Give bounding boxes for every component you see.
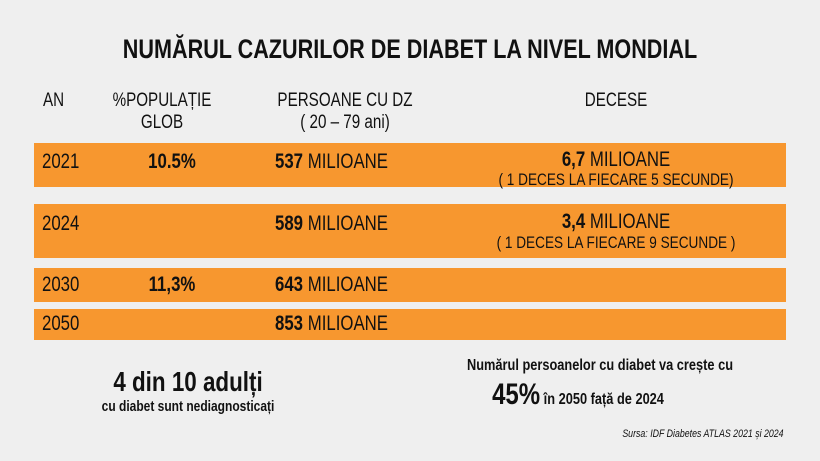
persons-cell: 643 MILIOANE (275, 273, 388, 297)
header-an: AN (43, 90, 65, 111)
persons-unit: MILIOANE (303, 312, 388, 335)
persons-number: 853 (275, 312, 304, 335)
persons-number: 643 (275, 273, 304, 296)
header-populatie: %POPULAȚIE GLOB (113, 90, 212, 134)
year-cell: 2050 (42, 312, 80, 335)
persons-cell: 589 MILIOANE (275, 212, 388, 236)
undiagnosed-subtext: cu diabet sunt nediagnosticați (101, 398, 275, 415)
table-row (34, 143, 786, 187)
growth-percent: 45% (492, 378, 541, 411)
year-cell: 2030 (42, 273, 80, 296)
deaths-cell: 3,4 MILIOANE (562, 210, 670, 234)
deaths-number: 6,7 (561, 148, 586, 171)
persons-unit: MILIOANE (303, 273, 388, 296)
deaths-note: ( 1 DECES LA FIECARE 9 SECUNDE ) (496, 233, 736, 252)
deaths-cell: 6,7 MILIOANE (562, 148, 670, 172)
growth-line: 45% în 2050 față de 2024 (492, 378, 664, 412)
table-row (34, 309, 786, 340)
undiagnosed-headline: 4 din 10 adulți (113, 366, 263, 397)
table-row (34, 268, 786, 302)
deaths-unit: MILIOANE (585, 210, 671, 233)
growth-rest: în 2050 față de 2024 (540, 391, 664, 408)
header-persoane-line1: PERSOANE CU DZ (277, 90, 413, 111)
header-persoane: PERSOANE CU DZ( 20 – 79 ani) (277, 90, 412, 134)
deaths-note: ( 1 DECES LA FIECARE 5 SECUNDE) (498, 170, 734, 189)
population-cell: 10.5% (148, 150, 196, 173)
persons-cell: 853 MILIOANE (275, 312, 388, 336)
persons-number: 537 (275, 150, 304, 173)
deaths-unit: MILIOANE (585, 148, 671, 171)
persons-number: 589 (275, 212, 304, 235)
table-row (34, 204, 786, 258)
persons-unit: MILIOANE (303, 212, 388, 235)
persons-cell: 537 MILIOANE (275, 150, 388, 174)
deaths-number: 3,4 (561, 210, 586, 233)
population-cell: 11,3% (148, 273, 196, 296)
header-populatie-line1: %POPULAȚIE (112, 90, 212, 111)
header-populatie-line2: GLOB (140, 112, 184, 133)
header-decese: DECESE (584, 90, 648, 111)
year-cell: 2021 (42, 150, 80, 173)
persons-unit: MILIOANE (303, 150, 388, 173)
header-persoane-line2: ( 20 – 79 ani) (300, 112, 390, 133)
year-cell: 2024 (42, 212, 80, 235)
page-title: NUMĂRUL CAZURILOR DE DIABET LA NIVEL MON… (122, 34, 698, 64)
growth-text: Numărul persoanelor cu diabet va crește … (466, 357, 734, 374)
source-note: Sursa: IDF Diabetes ATLAS 2021 și 2024 (622, 428, 784, 440)
